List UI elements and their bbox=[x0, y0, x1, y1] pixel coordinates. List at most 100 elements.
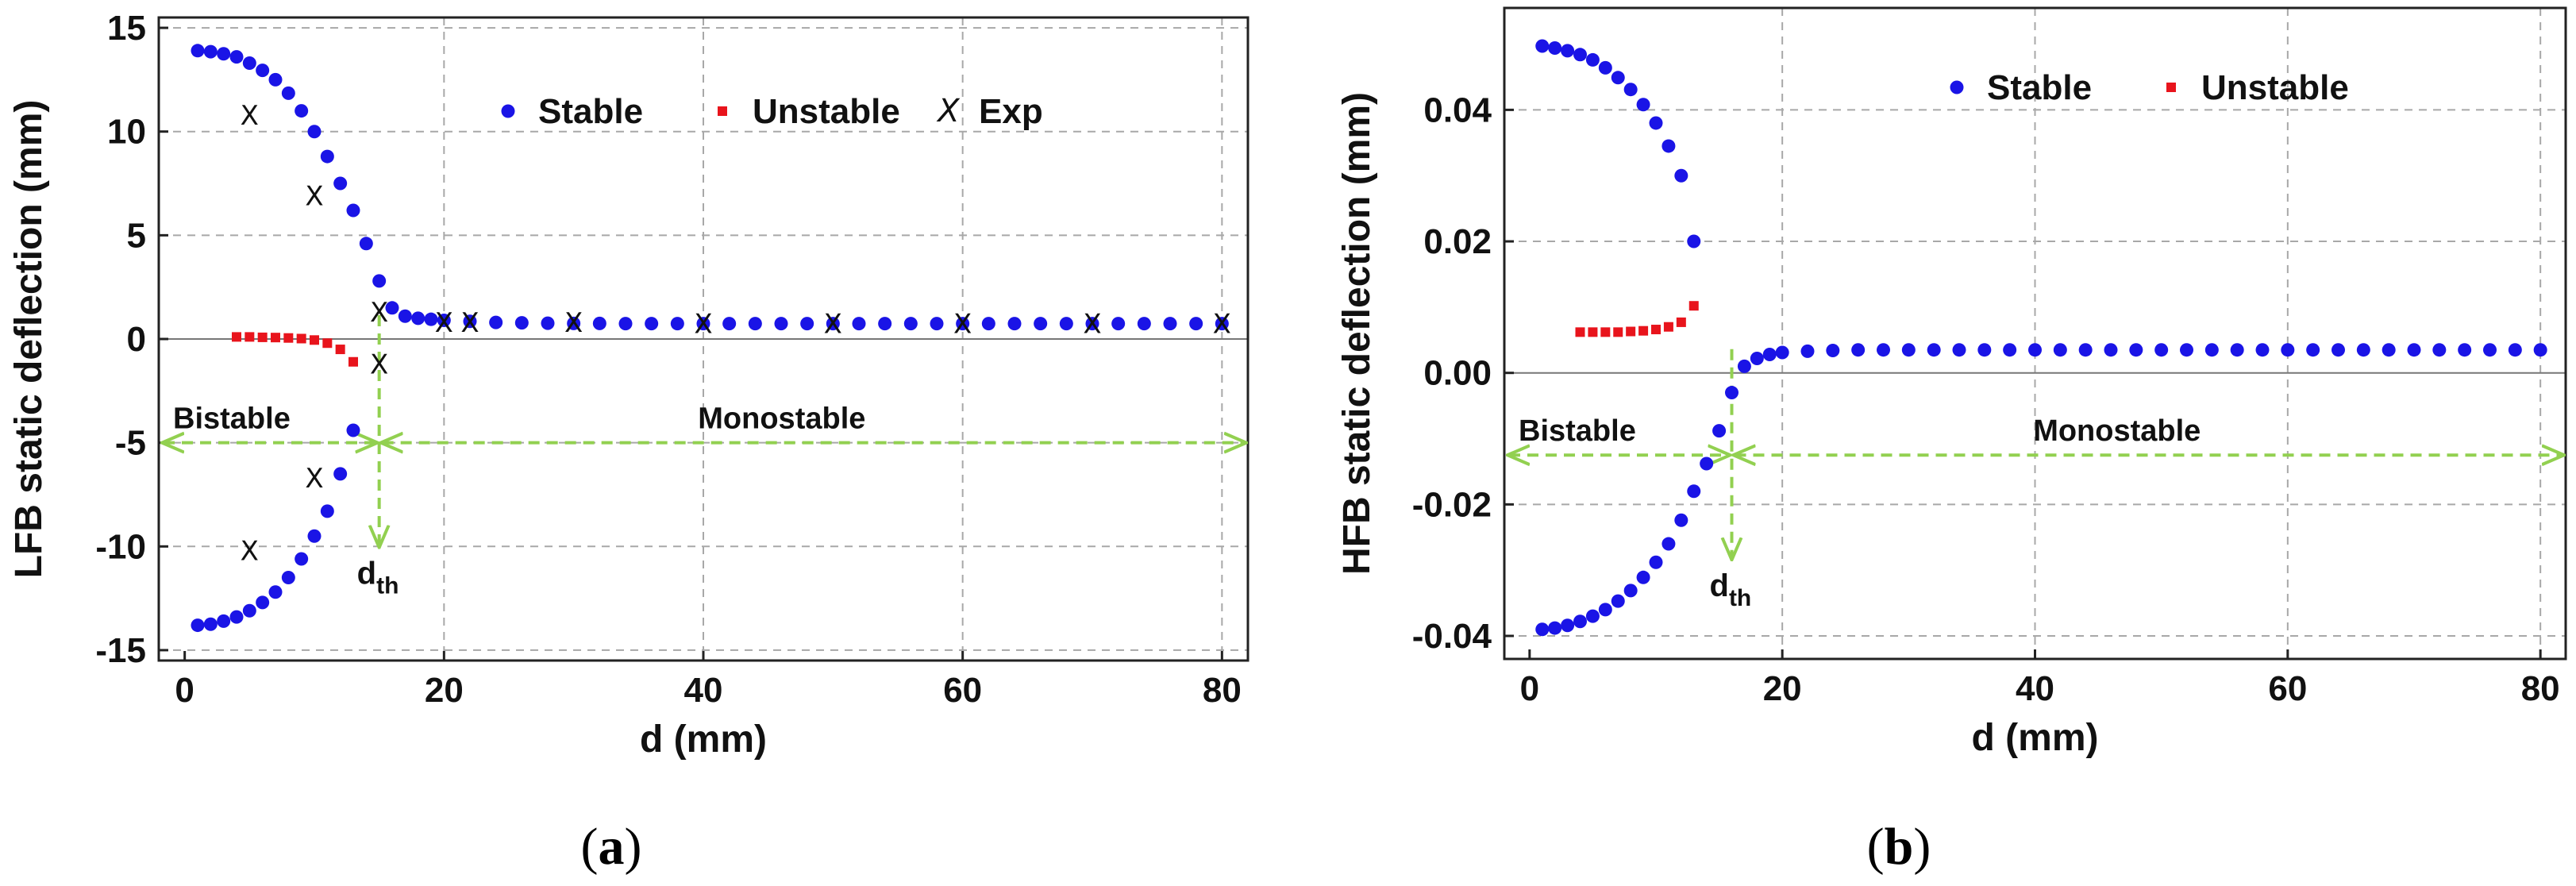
stable-point bbox=[1977, 343, 1992, 357]
stable-point bbox=[2483, 343, 2497, 357]
y-tick-label: 0.04 bbox=[1423, 91, 1492, 129]
stable-point bbox=[592, 316, 606, 330]
stable-point bbox=[1598, 603, 1612, 617]
stable-point bbox=[2255, 343, 2270, 357]
stable-point bbox=[1851, 343, 1866, 357]
stable-point bbox=[748, 317, 762, 331]
stable-point bbox=[489, 315, 503, 329]
stable-point bbox=[1573, 48, 1587, 62]
stable-point bbox=[2407, 343, 2421, 357]
stable-point bbox=[774, 317, 788, 331]
series-unstable bbox=[232, 332, 358, 367]
stable-point bbox=[2028, 343, 2042, 357]
stable-point bbox=[191, 618, 205, 633]
stable-point bbox=[1215, 317, 1229, 331]
stable-point bbox=[2458, 343, 2472, 357]
stable-point bbox=[2533, 343, 2547, 357]
x-tick-label: 0 bbox=[175, 671, 194, 710]
series-stable bbox=[191, 44, 1229, 633]
caption-b: (b) bbox=[1867, 818, 1931, 876]
exp-point: X bbox=[241, 100, 259, 132]
legend-label-unstable: Unstable bbox=[2201, 68, 2349, 107]
stable-point bbox=[268, 585, 283, 599]
bistable-label: Bistable bbox=[1519, 414, 1636, 448]
stable-point bbox=[1585, 609, 1600, 623]
stable-point bbox=[1189, 317, 1203, 331]
stable-point bbox=[256, 64, 270, 78]
stable-point bbox=[981, 317, 995, 331]
stable-point bbox=[1662, 537, 1676, 551]
y-tick-label: 0.02 bbox=[1423, 222, 1492, 261]
stable-point bbox=[852, 317, 866, 331]
stable-point bbox=[281, 570, 295, 584]
stable-point bbox=[2154, 343, 2169, 357]
x-tick-label: 20 bbox=[1763, 669, 1802, 708]
caption-a: (a) bbox=[581, 818, 642, 876]
legend-label-exp: Exp bbox=[979, 92, 1043, 131]
stable-point bbox=[2053, 343, 2067, 357]
stable-point bbox=[618, 317, 633, 331]
caption-a-letter: a bbox=[599, 818, 625, 876]
stable-point bbox=[2508, 343, 2522, 357]
y-tick-label: -5 bbox=[115, 424, 146, 463]
x-axis-label: d (mm) bbox=[640, 718, 767, 761]
stable-point bbox=[1561, 44, 1575, 58]
stable-point bbox=[1085, 317, 1099, 331]
y-axis-label: HFB static deflection (mm) bbox=[1336, 92, 1378, 575]
stable-point bbox=[2003, 343, 2017, 357]
stable-point bbox=[1700, 456, 1714, 471]
stable-point bbox=[1623, 83, 1638, 97]
stable-point bbox=[1111, 317, 1126, 331]
exp-point: X bbox=[694, 308, 712, 340]
stable-point bbox=[1737, 359, 1751, 373]
stable-point bbox=[930, 317, 944, 331]
stable-point bbox=[2129, 343, 2143, 357]
unstable-point bbox=[245, 332, 255, 342]
exp-point: X bbox=[1213, 308, 1231, 340]
stable-point bbox=[242, 603, 256, 618]
stable-point bbox=[1775, 345, 1789, 360]
stable-point bbox=[2331, 343, 2345, 357]
stable-point bbox=[2306, 343, 2320, 357]
stable-point bbox=[1649, 116, 1663, 130]
unstable-point bbox=[283, 333, 294, 343]
stable-point bbox=[1623, 584, 1638, 598]
x-tick-label: 40 bbox=[684, 671, 723, 710]
unstable-point bbox=[1638, 326, 1649, 336]
stable-point bbox=[281, 86, 295, 100]
legend-stable-marker bbox=[1950, 80, 1964, 94]
stable-point bbox=[1800, 344, 1815, 358]
exp-point: X bbox=[953, 308, 972, 340]
unstable-point bbox=[1651, 325, 1661, 335]
unstable-point bbox=[296, 333, 306, 344]
unstable-point bbox=[1688, 301, 1699, 311]
x-axis-label: d (mm) bbox=[1972, 717, 2099, 759]
unstable-point bbox=[232, 332, 241, 342]
stable-point bbox=[2356, 343, 2370, 357]
unstable-point bbox=[310, 335, 319, 345]
x-tick-label: 80 bbox=[1203, 671, 1242, 710]
legend: Stable Unstable X Exp bbox=[501, 92, 1043, 131]
stable-point bbox=[1649, 555, 1663, 569]
stable-point bbox=[1762, 348, 1777, 362]
y-axis-label: LFB static deflection (mm) bbox=[8, 100, 50, 579]
exp-point: X bbox=[564, 307, 583, 339]
stable-point bbox=[191, 44, 205, 58]
stable-point bbox=[2230, 343, 2244, 357]
unstable-point bbox=[1613, 327, 1623, 337]
stable-point bbox=[398, 309, 412, 323]
exp-point: X bbox=[370, 349, 388, 380]
y-tick-label: 5 bbox=[127, 216, 146, 255]
stable-point bbox=[1674, 513, 1688, 527]
unstable-point bbox=[271, 333, 280, 343]
stable-point bbox=[203, 44, 218, 59]
legend: Stable Unstable bbox=[1950, 68, 2349, 107]
unstable-point bbox=[1663, 322, 1673, 332]
stable-point bbox=[242, 56, 256, 70]
stable-point bbox=[229, 610, 244, 624]
stable-point bbox=[1585, 52, 1600, 67]
stable-point bbox=[229, 50, 244, 64]
stable-point bbox=[1598, 60, 1612, 75]
stable-point bbox=[1901, 343, 1916, 357]
